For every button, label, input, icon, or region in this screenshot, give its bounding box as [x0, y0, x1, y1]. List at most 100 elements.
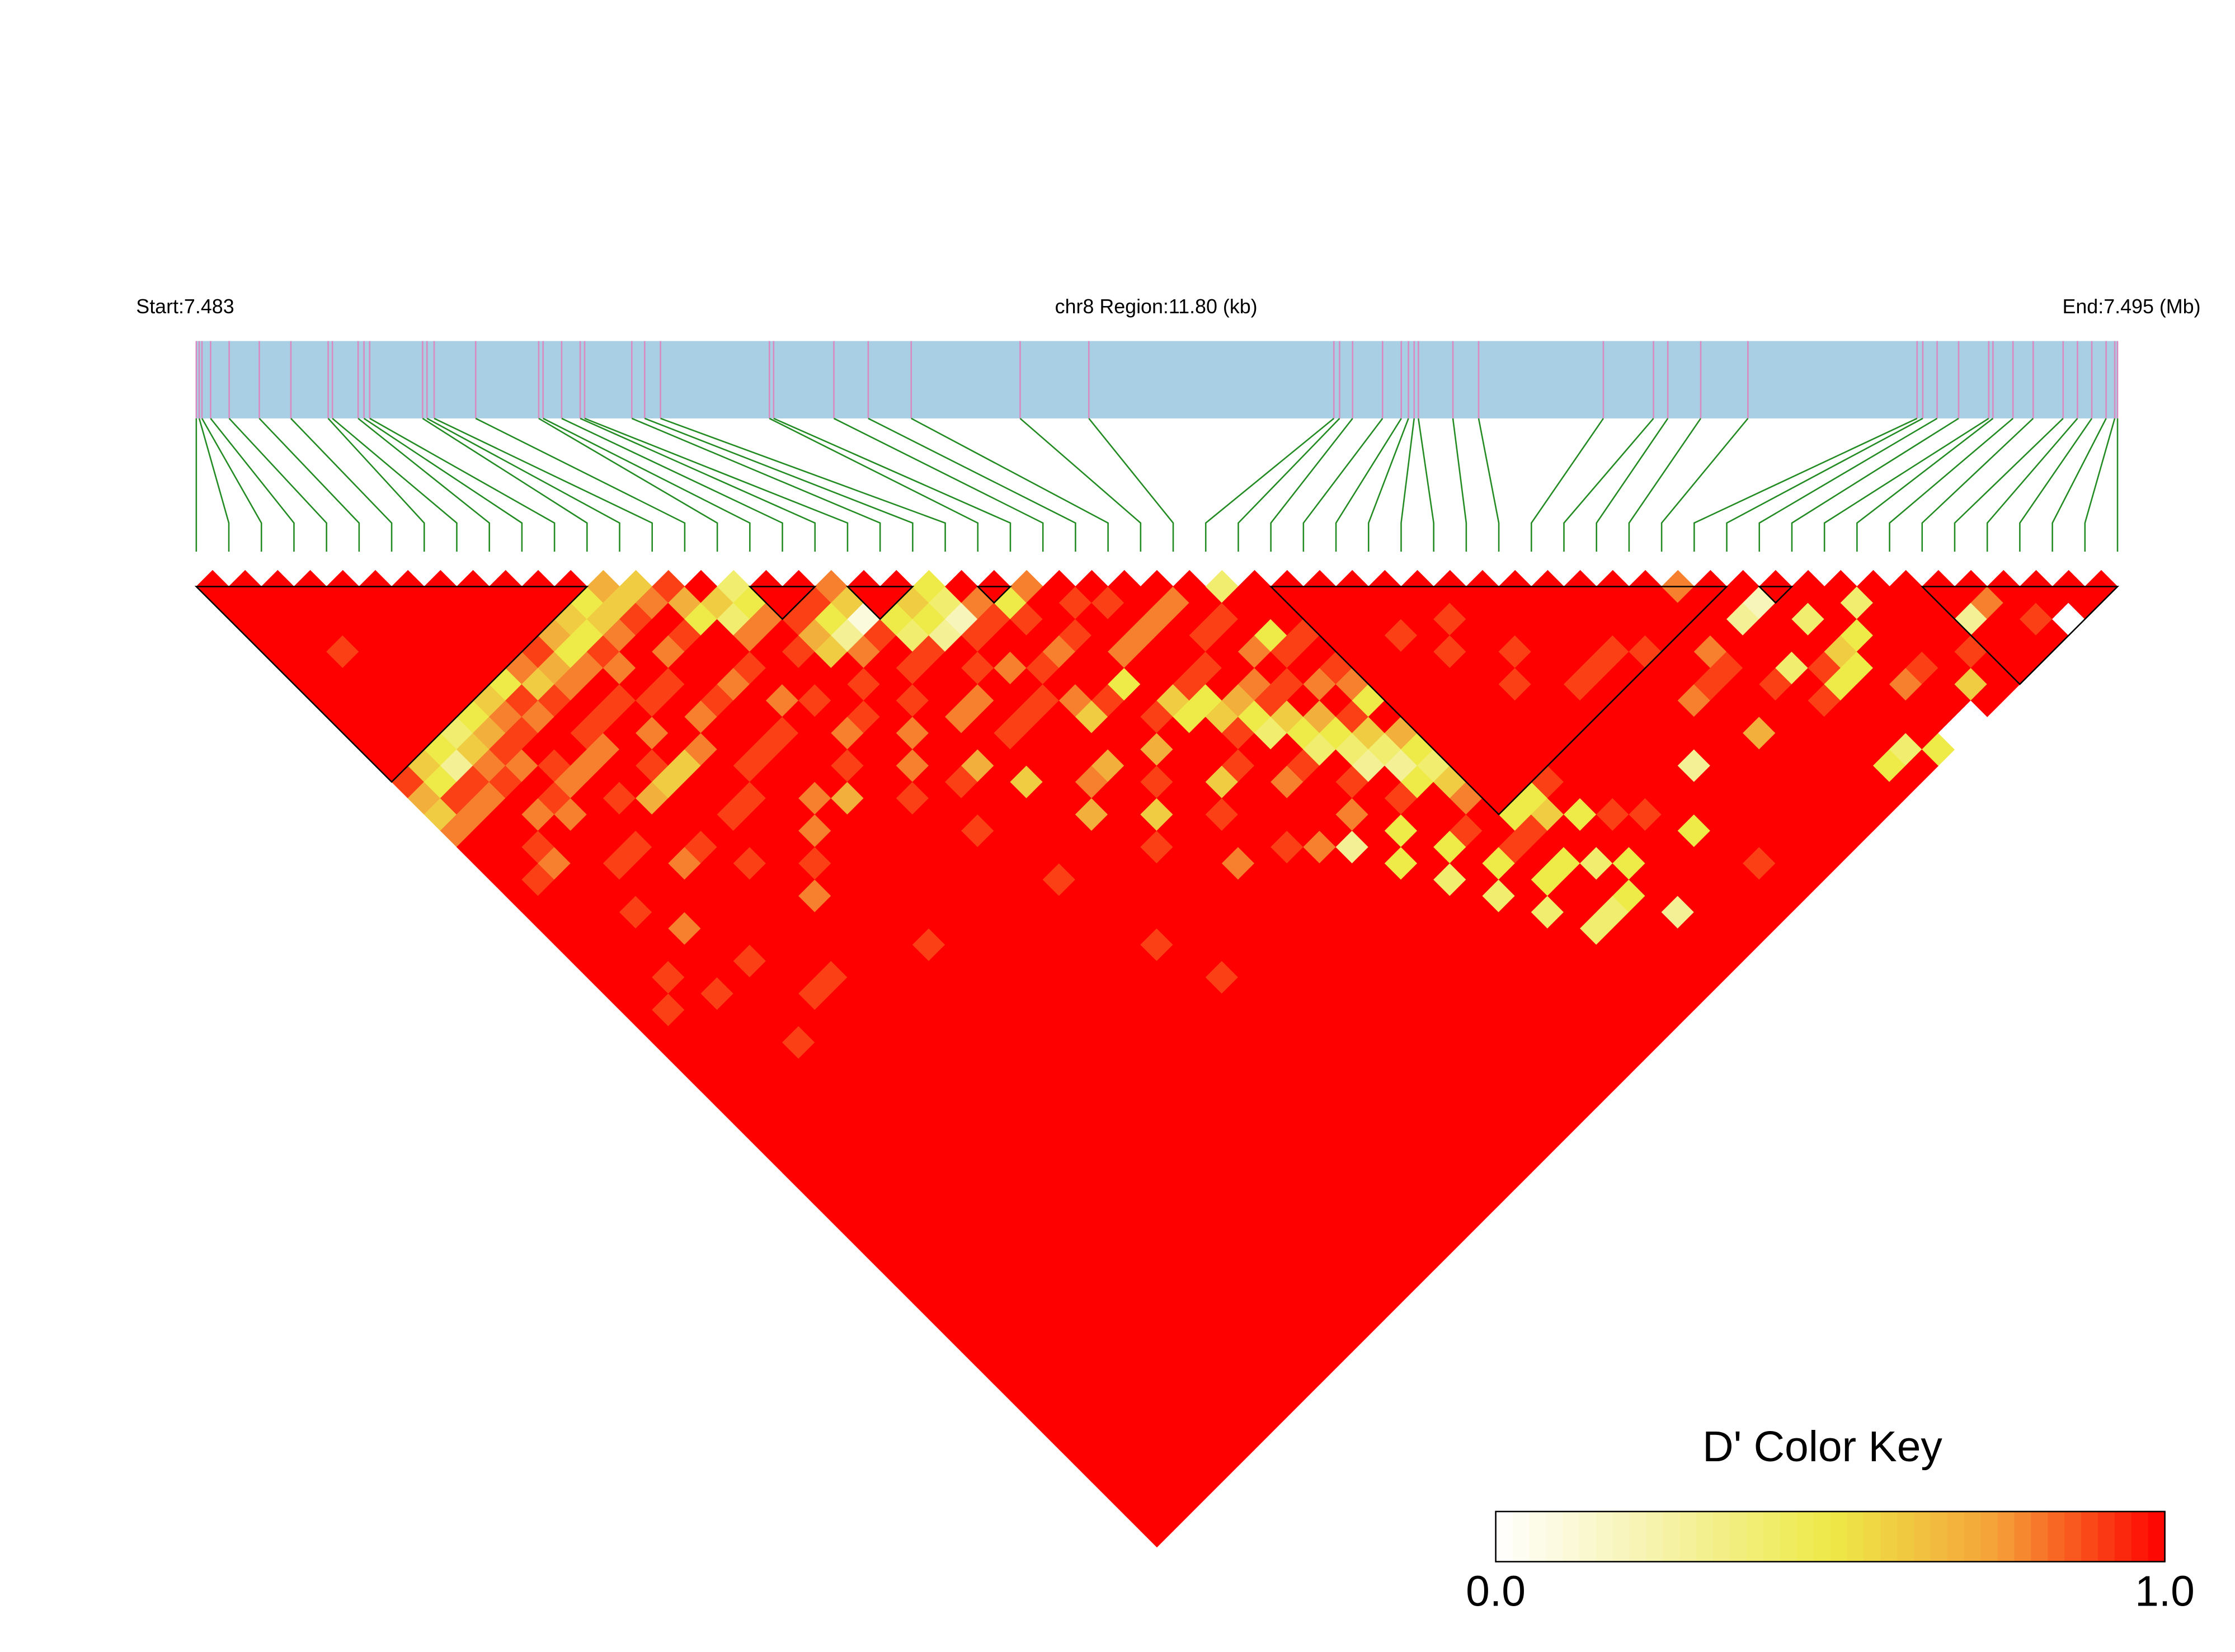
key-swatch — [1563, 1511, 1580, 1562]
snp-connector — [1628, 418, 1702, 552]
key-swatch — [1512, 1511, 1530, 1562]
snp-connector — [363, 417, 523, 552]
ld-block — [748, 586, 817, 620]
key-swatch — [1579, 1511, 1597, 1562]
key-swatch — [1796, 1511, 1814, 1562]
snp-bar — [196, 341, 2118, 418]
snp-connector — [1986, 418, 2078, 552]
snp-connector — [201, 418, 262, 552]
ld-block — [1757, 586, 1794, 604]
key-swatch — [1980, 1511, 1998, 1562]
key-swatch — [1629, 1511, 1647, 1562]
key-swatch — [1747, 1511, 1765, 1562]
snp-connector — [2052, 418, 2107, 552]
snp-connector — [258, 418, 360, 552]
key-frame — [1495, 1510, 2166, 1562]
snp-connector — [1452, 418, 1467, 552]
ld-block — [976, 586, 1013, 604]
key-swatch — [1679, 1511, 1697, 1562]
snp-connector — [538, 417, 718, 552]
snp-connector — [1204, 417, 1335, 552]
key-swatch — [1646, 1511, 1664, 1562]
snp-connector — [1531, 418, 1604, 552]
key-swatch — [1997, 1511, 2015, 1562]
snp-connector — [868, 417, 1076, 552]
key-swatch — [1780, 1511, 1798, 1562]
key-swatch — [1730, 1511, 1748, 1562]
snp-connector — [660, 417, 946, 552]
snp-connector — [434, 417, 653, 552]
snp-connector — [561, 417, 783, 552]
snp-connector — [1302, 418, 1384, 552]
key-swatch — [1880, 1511, 1898, 1562]
snp-connector — [1726, 417, 1923, 552]
key-swatch — [1813, 1511, 1831, 1562]
ld-block — [194, 586, 589, 783]
snp-connector — [1400, 418, 1415, 552]
key-swatch — [1947, 1511, 1965, 1562]
start-label: Start:7.483 — [136, 295, 234, 318]
key-swatch — [1847, 1511, 1865, 1562]
snp-connector — [1889, 417, 2013, 552]
snp-connector — [833, 417, 1044, 552]
key-swatch — [1897, 1511, 1915, 1562]
key-swatch — [1696, 1511, 1714, 1562]
key-swatch — [2131, 1511, 2149, 1562]
snp-connector — [911, 417, 1109, 552]
snp-connector — [631, 417, 881, 552]
key-swatch — [2014, 1511, 2032, 1562]
key-swatch — [2048, 1511, 2065, 1562]
snp-connector — [210, 418, 295, 552]
snp-connector — [357, 417, 490, 552]
snp-connector — [1335, 418, 1402, 552]
snp-connector — [1019, 417, 1142, 552]
key-title: D' Color Key — [1702, 1423, 1942, 1471]
snp-connector — [644, 417, 914, 552]
snp-connector — [1367, 418, 1409, 552]
region-label: chr8 Region:11.80 (kb) — [1055, 295, 1258, 318]
snp-connector — [1954, 418, 2064, 552]
ld-block — [1269, 586, 1729, 816]
key-tick-label: 0.0 — [1466, 1568, 1526, 1616]
snp-connector — [1791, 417, 1959, 552]
snp-connector — [1238, 418, 1340, 552]
snp-connector — [1563, 418, 1654, 552]
snp-connector — [769, 417, 979, 552]
key-swatch — [2097, 1511, 2116, 1562]
key-swatch — [1713, 1511, 1731, 1562]
snp-connector — [1596, 418, 1669, 552]
snp-connector — [1758, 417, 1938, 552]
key-swatch — [1529, 1511, 1547, 1562]
snp-connector — [1270, 418, 1353, 552]
key-swatch — [1763, 1511, 1781, 1562]
key-swatch — [1830, 1511, 1848, 1562]
snp-connector — [327, 418, 425, 552]
snp-connector — [543, 417, 751, 552]
key-swatch — [2031, 1511, 2049, 1562]
snp-connector — [773, 417, 1011, 552]
key-swatch — [1546, 1511, 1564, 1562]
key-swatch — [1930, 1511, 1949, 1562]
key-swatch — [1596, 1511, 1614, 1562]
snp-connector — [1660, 418, 1749, 552]
snp-connector — [584, 417, 849, 552]
snp-connector — [2019, 418, 2093, 552]
key-swatch — [2064, 1511, 2082, 1562]
snp-connector — [580, 417, 816, 552]
snp-connector — [1478, 418, 1500, 552]
ld-block — [1920, 586, 2120, 685]
snp-connector — [290, 418, 393, 552]
key-tick-label: 1.0 — [2135, 1568, 2195, 1616]
snp-connector — [198, 418, 230, 552]
key-swatch — [1964, 1511, 1982, 1562]
key-swatch — [2148, 1511, 2166, 1562]
snp-connector — [1693, 417, 1918, 552]
ld-block — [845, 586, 915, 620]
snp-connector — [228, 418, 327, 552]
key-swatch — [1864, 1511, 1881, 1562]
key-swatch — [1663, 1511, 1681, 1562]
snp-connector — [1418, 418, 1434, 552]
key-swatch — [2114, 1511, 2132, 1562]
